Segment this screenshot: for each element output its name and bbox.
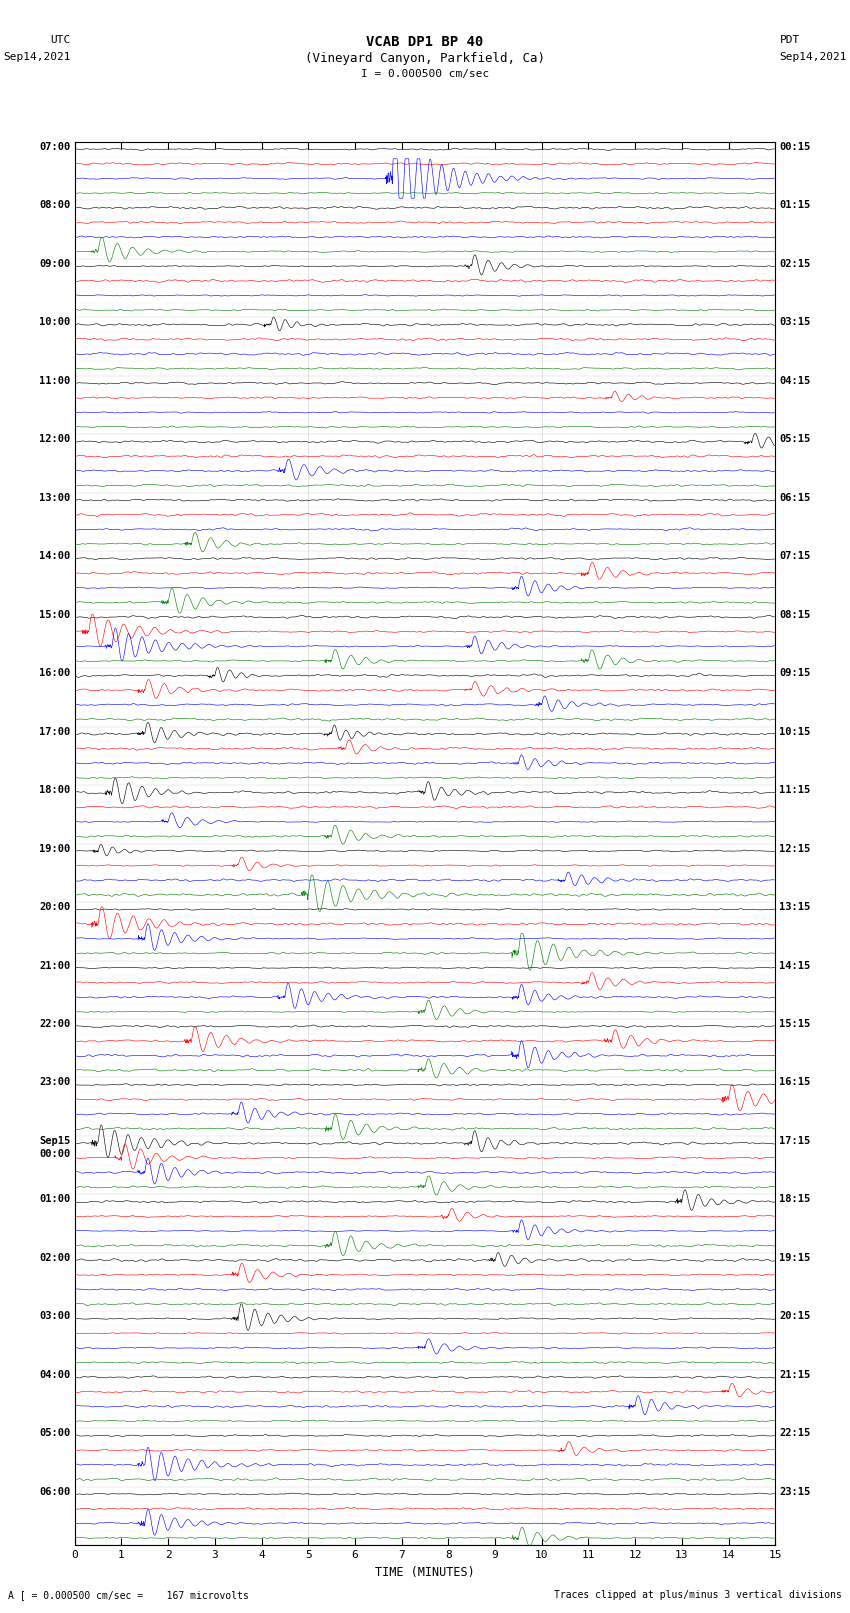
Text: 01:15: 01:15	[779, 200, 811, 210]
Text: 12:15: 12:15	[779, 844, 811, 853]
Text: 18:00: 18:00	[39, 786, 71, 795]
Text: 11:00: 11:00	[39, 376, 71, 386]
Text: 16:00: 16:00	[39, 668, 71, 677]
Text: 08:15: 08:15	[779, 610, 811, 619]
Text: Sep14,2021: Sep14,2021	[779, 52, 847, 61]
Text: 21:15: 21:15	[779, 1369, 811, 1379]
Text: 15:00: 15:00	[39, 610, 71, 619]
Text: 07:15: 07:15	[779, 552, 811, 561]
Text: 11:15: 11:15	[779, 786, 811, 795]
Text: 05:00: 05:00	[39, 1429, 71, 1439]
Text: 08:00: 08:00	[39, 200, 71, 210]
Text: I = 0.000500 cm/sec: I = 0.000500 cm/sec	[361, 69, 489, 79]
Text: 06:15: 06:15	[779, 494, 811, 503]
Text: 19:15: 19:15	[779, 1253, 811, 1263]
Text: 03:00: 03:00	[39, 1311, 71, 1321]
Text: 17:00: 17:00	[39, 726, 71, 737]
Text: PDT: PDT	[779, 35, 800, 45]
Text: 14:15: 14:15	[779, 961, 811, 971]
Text: 16:15: 16:15	[779, 1077, 811, 1087]
Text: 10:00: 10:00	[39, 318, 71, 327]
Text: 15:15: 15:15	[779, 1019, 811, 1029]
Text: 05:15: 05:15	[779, 434, 811, 444]
Text: 23:00: 23:00	[39, 1077, 71, 1087]
Text: 03:15: 03:15	[779, 318, 811, 327]
Text: A [ = 0.000500 cm/sec =    167 microvolts: A [ = 0.000500 cm/sec = 167 microvolts	[8, 1590, 249, 1600]
Text: VCAB DP1 BP 40: VCAB DP1 BP 40	[366, 35, 484, 50]
Text: 23:15: 23:15	[779, 1487, 811, 1497]
Text: 00:15: 00:15	[779, 142, 811, 152]
Text: 18:15: 18:15	[779, 1194, 811, 1205]
Text: 13:15: 13:15	[779, 902, 811, 911]
Text: 04:15: 04:15	[779, 376, 811, 386]
X-axis label: TIME (MINUTES): TIME (MINUTES)	[375, 1566, 475, 1579]
Text: 02:15: 02:15	[779, 260, 811, 269]
Text: 21:00: 21:00	[39, 961, 71, 971]
Text: 20:15: 20:15	[779, 1311, 811, 1321]
Text: 20:00: 20:00	[39, 902, 71, 911]
Text: Sep15: Sep15	[39, 1136, 71, 1145]
Text: 14:00: 14:00	[39, 552, 71, 561]
Text: 19:00: 19:00	[39, 844, 71, 853]
Text: Sep14,2021: Sep14,2021	[3, 52, 71, 61]
Text: Traces clipped at plus/minus 3 vertical divisions: Traces clipped at plus/minus 3 vertical …	[553, 1590, 842, 1600]
Text: 04:00: 04:00	[39, 1369, 71, 1379]
Text: 17:15: 17:15	[779, 1136, 811, 1145]
Text: 07:00: 07:00	[39, 142, 71, 152]
Text: 09:15: 09:15	[779, 668, 811, 677]
Text: 09:00: 09:00	[39, 260, 71, 269]
Text: 00:00: 00:00	[39, 1148, 71, 1158]
Text: UTC: UTC	[50, 35, 71, 45]
Text: 01:00: 01:00	[39, 1194, 71, 1205]
Text: 06:00: 06:00	[39, 1487, 71, 1497]
Text: 12:00: 12:00	[39, 434, 71, 444]
Text: 22:15: 22:15	[779, 1429, 811, 1439]
Text: 13:00: 13:00	[39, 494, 71, 503]
Text: (Vineyard Canyon, Parkfield, Ca): (Vineyard Canyon, Parkfield, Ca)	[305, 52, 545, 65]
Text: 22:00: 22:00	[39, 1019, 71, 1029]
Text: 10:15: 10:15	[779, 726, 811, 737]
Text: 02:00: 02:00	[39, 1253, 71, 1263]
